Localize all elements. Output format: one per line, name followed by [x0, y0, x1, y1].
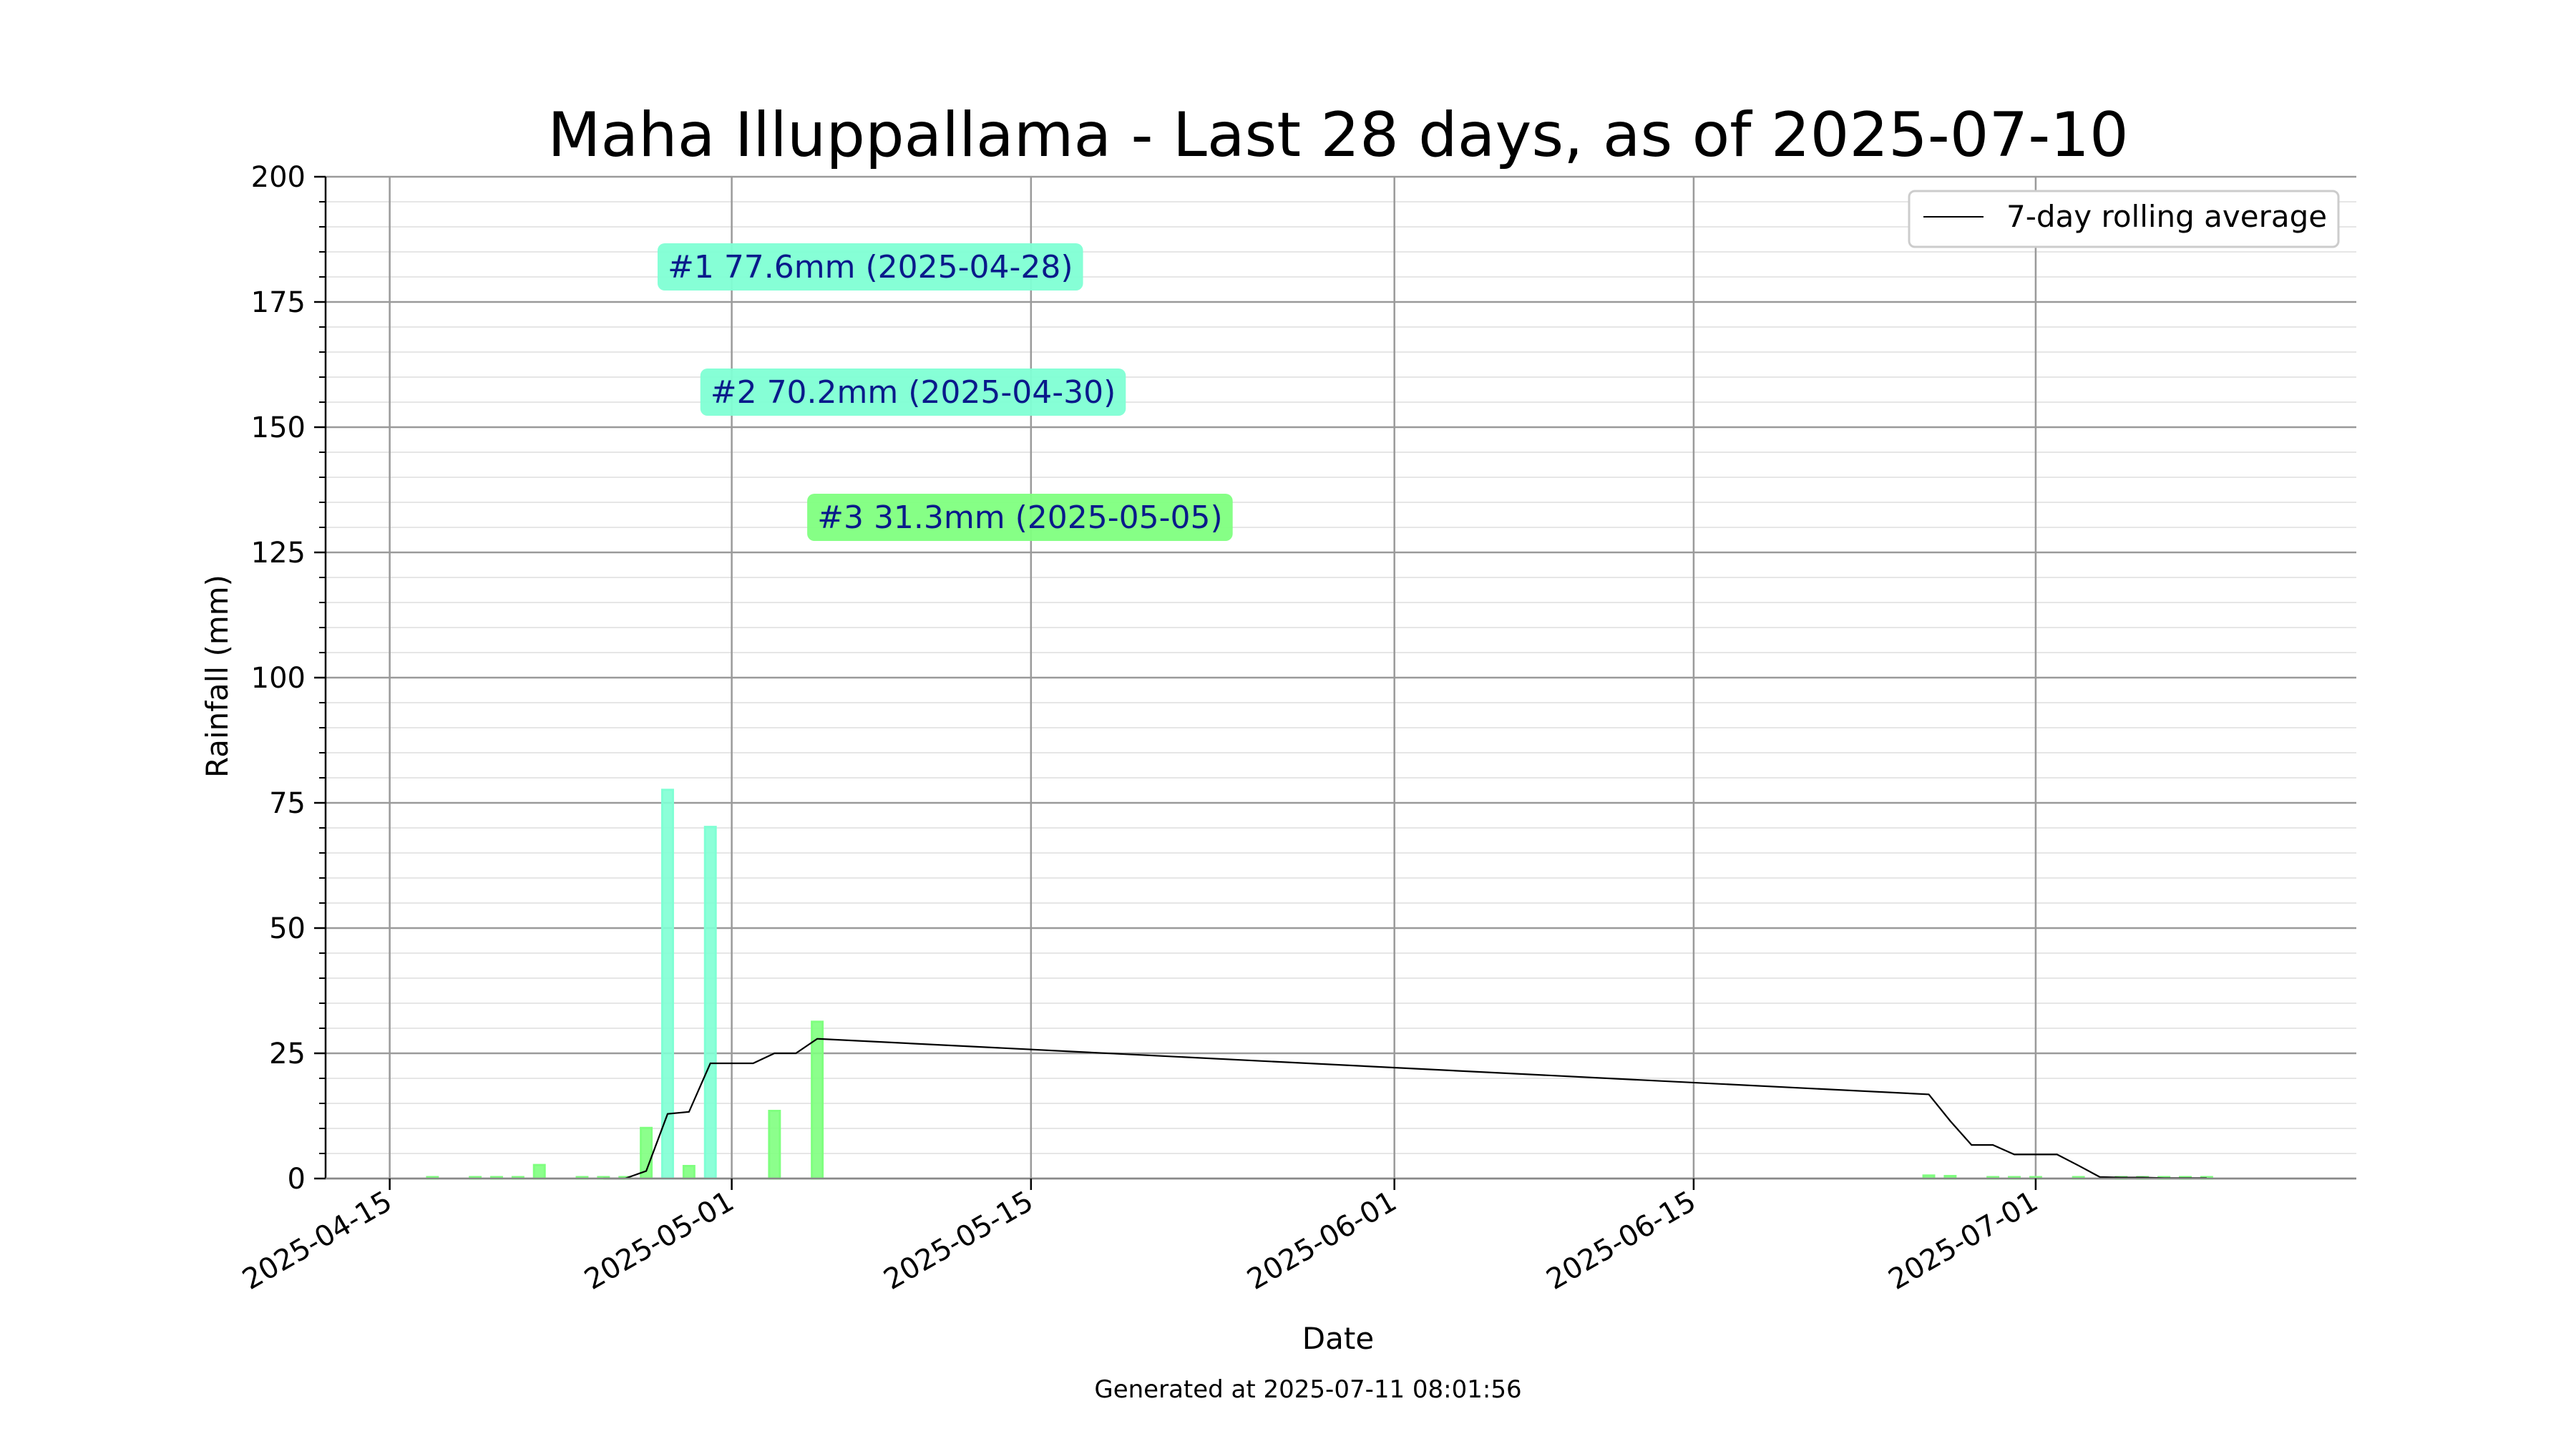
annotation-box: [700, 369, 1126, 416]
x-tick-label: 2025-05-01: [579, 1185, 739, 1297]
annotation-2: #2 70.2mm (2025-04-30): [700, 369, 1126, 416]
rolling-average-polyline: [603, 1038, 2207, 1180]
y-axis-label: Rainfall (mm): [200, 575, 235, 778]
legend-box: [1908, 190, 2340, 248]
generated-footer: Generated at 2025-07-11 08:01:56: [1094, 1375, 1521, 1404]
y-tick-label: 75: [269, 787, 306, 820]
annotation-text: #3 31.3mm (2025-05-05): [817, 499, 1223, 536]
rainfall-bars: [426, 789, 2213, 1180]
x-tick-label: 2025-06-01: [1241, 1185, 1402, 1297]
rainfall-bar: [811, 1020, 824, 1180]
x-tick-label: 2025-05-15: [879, 1185, 1039, 1297]
y-tick-label: 175: [251, 286, 306, 319]
rainfall-bar: [703, 826, 717, 1180]
x-tick-label: 2025-06-15: [1541, 1185, 1702, 1297]
annotation-text: #2 70.2mm (2025-04-30): [711, 374, 1116, 411]
rainfall-bar: [661, 789, 674, 1180]
annotation-text: #1 77.6mm (2025-04-28): [668, 249, 1073, 286]
legend: 7-day rolling average: [1908, 190, 2340, 248]
annotation-1: #1 77.6mm (2025-04-28): [657, 243, 1083, 291]
rainfall-bar: [682, 1165, 696, 1180]
x-axis-label: Date: [1302, 1321, 1374, 1356]
rainfall-bar: [532, 1163, 546, 1180]
annotations: #1 77.6mm (2025-04-28) #2 70.2mm (2025-04…: [657, 243, 1233, 541]
y-tick-label: 200: [251, 161, 306, 194]
rolling-average-line: [603, 1038, 2207, 1180]
annotation-3: #3 31.3mm (2025-05-05): [807, 494, 1233, 541]
x-axis-ticks: 2025-04-15 2025-05-01 2025-05-15 2025-06-01…: [237, 1179, 2044, 1297]
y-tick-label: 0: [288, 1163, 306, 1196]
rainfall-bar: [768, 1110, 781, 1180]
chart-title: Maha Illuppallama - Last 28 days, as of …: [547, 99, 2128, 171]
y-tick-label: 50: [269, 912, 306, 945]
x-tick-label: 2025-07-01: [1883, 1185, 2044, 1297]
y-axis-ticks: 0 25 50 75 100 125 150 175 200: [251, 161, 326, 1196]
x-tick-label: 2025-04-15: [237, 1185, 397, 1297]
legend-entry-rolling-average: 7-day rolling average: [2006, 199, 2327, 234]
annotation-box: [807, 494, 1233, 541]
y-tick-label: 100: [251, 662, 306, 695]
y-tick-label: 150: [251, 411, 306, 444]
annotation-box: [657, 243, 1083, 291]
y-tick-label: 125: [251, 537, 306, 570]
y-tick-label: 25: [269, 1038, 306, 1070]
